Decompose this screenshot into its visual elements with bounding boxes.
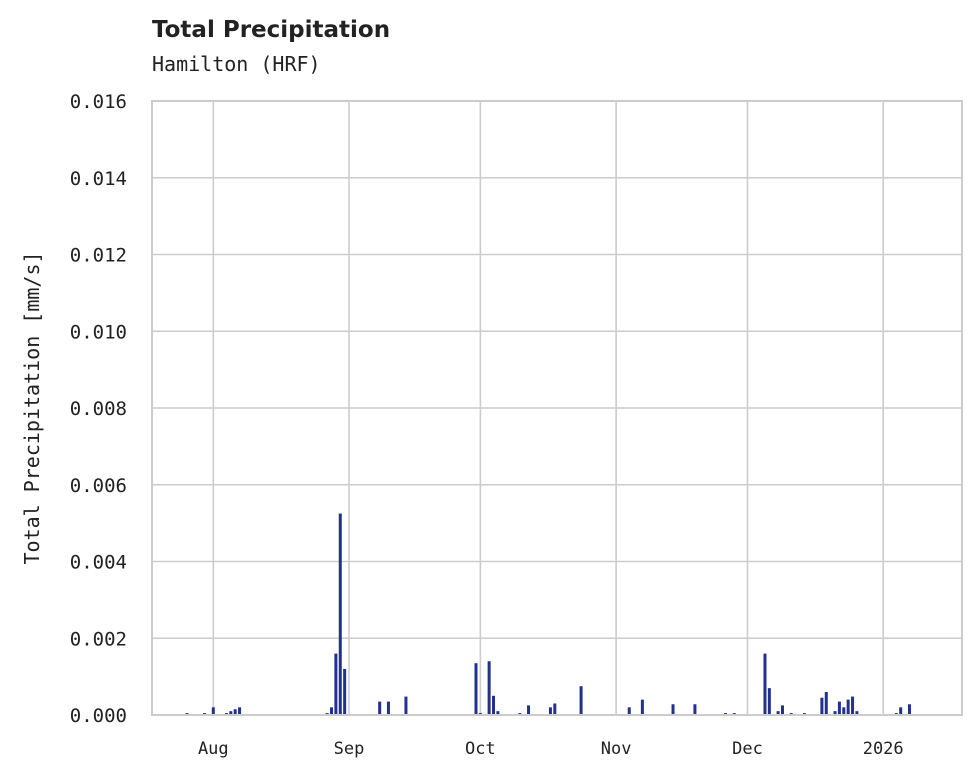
precipitation-bar [334,653,338,715]
precipitation-bar [627,707,631,715]
x-tick-label: Nov [601,739,632,759]
precipitation-bar [846,699,850,715]
y-tick-label: 0.010 [70,321,127,343]
precipitation-bar [474,663,478,715]
precipitation-bar [487,661,491,715]
x-tick-label: Oct [465,739,496,759]
precipitation-bar [780,705,784,715]
precipitation-bar [833,711,837,715]
precipitation-bar [233,709,237,715]
precipitation-bar [820,697,824,715]
precipitation-bar [527,705,531,715]
y-tick-label: 0.016 [70,91,127,113]
y-tick-label: 0.004 [70,552,127,574]
y-tick-label: 0.008 [70,398,127,420]
precipitation-bar [776,711,780,715]
y-tick-label: 0.000 [70,705,127,727]
y-tick-label: 0.006 [70,475,127,497]
precipitation-bar [767,688,771,715]
gridlines [152,100,962,716]
plot-frame [151,100,963,716]
chart-subtitle: Hamilton (HRF) [152,52,321,76]
y-tick-label: 0.012 [70,245,127,267]
precipitation-bar [842,707,846,715]
precipitation-bar [386,701,390,715]
precipitation-bar [671,704,675,715]
precipitation-bar [343,668,347,715]
precipitation-bar [548,707,552,715]
precipitation-bar [330,707,334,715]
precipitation-bar [492,695,496,715]
precipitation-bar [404,696,408,715]
y-tick-label: 0.014 [70,168,127,190]
precipitation-bar [837,701,841,715]
x-tick-label: Aug [198,739,229,759]
chart-title: Total Precipitation [152,17,391,43]
precipitation-bar [763,653,767,715]
precipitation-bar [238,707,242,715]
precipitation-bar [851,696,855,715]
x-tick-label: 2026 [863,739,904,759]
precipitation-bar [211,707,215,715]
x-tick-label: Sep [334,739,365,759]
x-tick-label: Dec [732,739,763,759]
precipitation-bar [338,513,342,715]
precipitation-bar [378,701,382,715]
precipitation-bars [185,513,911,715]
precipitation-bar [855,711,859,715]
precipitation-bar [907,704,911,715]
precipitation-bar [553,703,557,715]
precipitation-bar [496,711,500,715]
precipitation-bar [579,686,583,715]
y-axis-ticks: 0.000 0.002 0.004 0.006 0.008 0.010 0.012 0.014… [70,91,127,727]
precipitation-bar [693,704,697,715]
y-tick-label: 0.002 [70,628,127,650]
precipitation-bar [229,711,233,715]
precipitation-bar [824,691,828,715]
precipitation-bar [640,699,644,715]
precipitation-bar [899,707,903,715]
x-axis-ticks: Aug Sep Oct Nov Dec 2026 [198,739,904,759]
